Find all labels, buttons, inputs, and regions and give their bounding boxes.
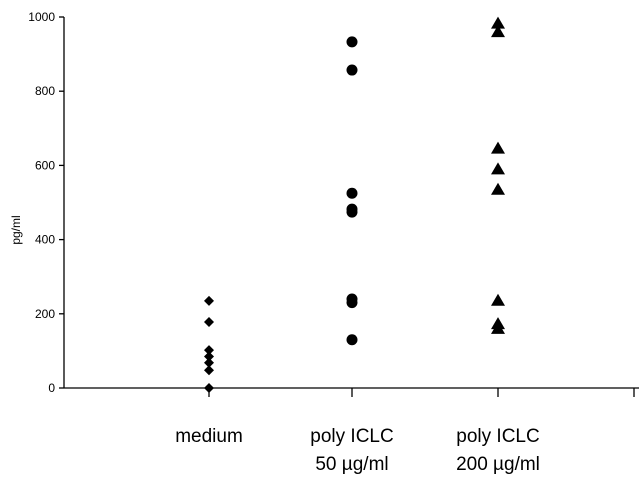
triangle-point xyxy=(491,321,505,334)
x-category-label: 50 µg/ml xyxy=(315,454,388,475)
diamond-point xyxy=(204,365,214,376)
triangle-point xyxy=(491,16,505,29)
y-tick-label: 1000 xyxy=(28,10,55,24)
diamond-point xyxy=(204,345,214,356)
y-tick-label: 600 xyxy=(35,158,55,172)
circle-point xyxy=(346,297,358,309)
triangle-point xyxy=(491,182,505,195)
diamond-point xyxy=(204,357,214,368)
x-category-label: poly ICLC xyxy=(456,426,539,447)
y-ticks: 0 200 400 600 800 1000 xyxy=(28,10,64,395)
triangle-point xyxy=(491,293,505,306)
triangle-point xyxy=(491,141,505,154)
data-points xyxy=(204,16,505,393)
triangle-point xyxy=(491,162,505,175)
diamond-point xyxy=(204,383,214,393)
diamond-point xyxy=(204,316,214,327)
y-tick-label: 400 xyxy=(35,233,55,247)
circle-point xyxy=(346,187,358,199)
triangle-point xyxy=(491,25,505,38)
x-ticks: medium poly ICLC 50 µg/ml poly ICLC 200 µg/m… xyxy=(175,388,635,475)
circle-point xyxy=(346,64,358,76)
x-category-label: medium xyxy=(175,426,243,447)
x-category-label: poly ICLC xyxy=(310,426,393,447)
x-category-label: 200 µg/ml xyxy=(456,454,540,475)
y-tick-label: 200 xyxy=(35,307,55,321)
circle-point xyxy=(346,334,358,346)
diamond-point xyxy=(204,351,214,362)
y-axis-label: pg/ml xyxy=(9,215,23,244)
y-tick-label: 0 xyxy=(48,381,55,395)
circle-point xyxy=(346,206,358,218)
y-tick-label: 800 xyxy=(35,84,55,98)
circle-point xyxy=(346,36,358,48)
diamond-point xyxy=(204,295,214,306)
